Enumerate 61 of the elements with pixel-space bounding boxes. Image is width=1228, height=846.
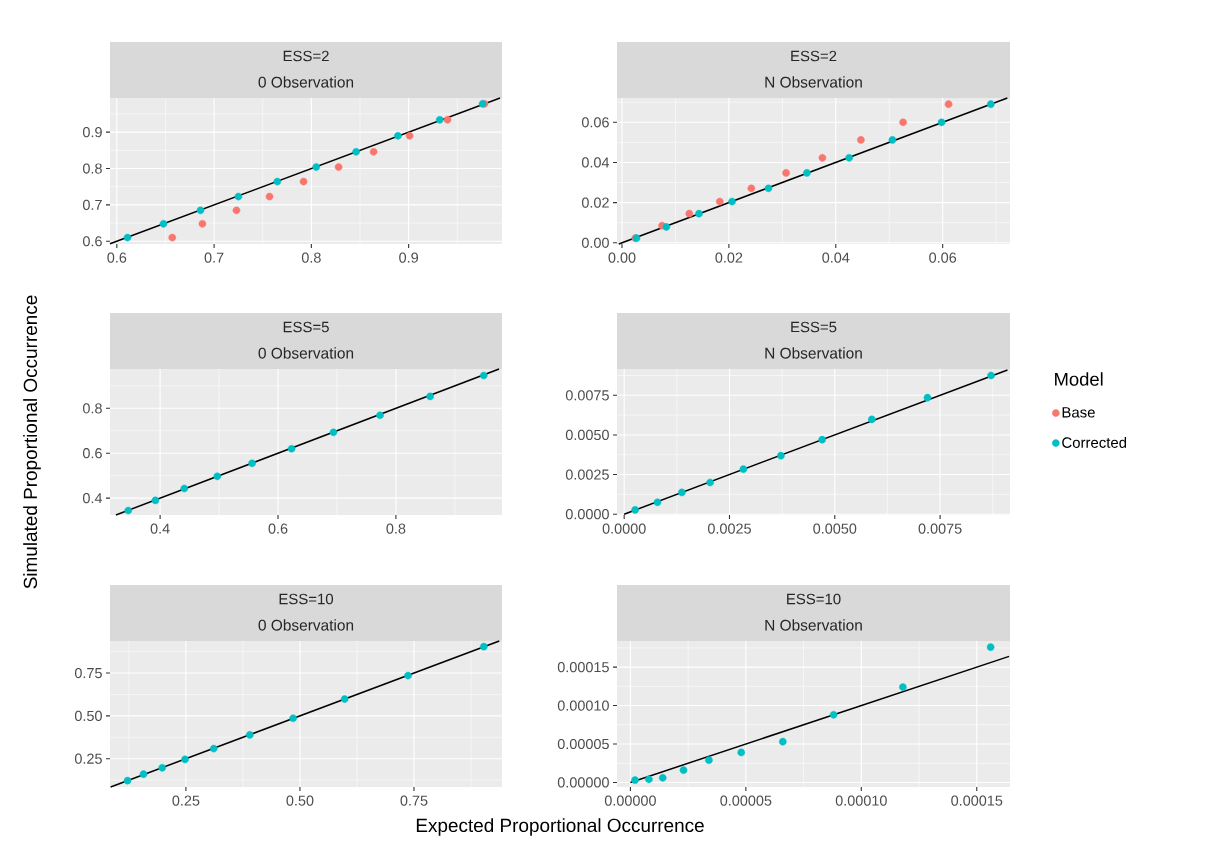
x-tick-label: 0.4 — [150, 523, 170, 534]
x-tick-label: 0.0000 — [602, 523, 646, 534]
chart-subtitle: 0 Observation — [258, 347, 354, 359]
x-tick-label: 0.00015 — [951, 795, 1003, 806]
y-tick-label: 0.00 — [581, 237, 609, 248]
y-tick-label: 0.4 — [82, 493, 103, 504]
y-tick-label: 0.50 — [74, 710, 102, 721]
x-tick-label: 0.00000 — [604, 795, 656, 806]
x-tick-label: 0.02 — [715, 252, 743, 263]
x-tick-label: 0.06 — [929, 252, 957, 263]
x-axis-title: Expected Proportional Occurrence — [416, 818, 704, 836]
y-tick-label: 0.6 — [82, 236, 102, 247]
x-tick-label: 0.6 — [107, 252, 127, 263]
chart-subtitle: N Observation — [765, 76, 862, 88]
y-tick-label: 0.0050 — [565, 429, 609, 441]
x-tick-label: 0.0025 — [707, 523, 751, 534]
y-tick-label: 0.7 — [82, 199, 102, 210]
chart-title: ESS=5 — [791, 321, 837, 333]
y-tick-label: 0.8 — [82, 403, 102, 414]
y-tick-label: 0.6 — [82, 448, 102, 459]
y-tick-label: 0.9 — [82, 127, 102, 138]
y-tick-label: 0.04 — [581, 157, 610, 168]
legend-label: Base — [1062, 407, 1095, 418]
x-tick-label: 0.0050 — [813, 523, 857, 534]
chart-subtitle: N Observation — [765, 347, 862, 359]
x-tick-label: 0.6 — [268, 523, 288, 534]
legend-title: Model — [1055, 372, 1103, 386]
y-tick-label: 0.00010 — [557, 700, 609, 711]
y-axis-title: Simulated Proportional Occurrence — [23, 295, 41, 589]
chart-subtitle: 0 Observation — [258, 619, 354, 631]
chart-title: ESS=2 — [791, 50, 837, 62]
chart-subtitle: N Observation — [765, 619, 862, 631]
y-tick-label: 0.0025 — [565, 469, 609, 480]
y-tick-label: 0.00000 — [557, 777, 609, 788]
y-tick-label: 0.00005 — [557, 738, 609, 750]
x-tick-label: 0.75 — [400, 795, 428, 806]
chart-title: ESS=2 — [283, 50, 329, 62]
chart-title: ESS=10 — [787, 593, 841, 605]
legend-label: Corrected — [1062, 436, 1127, 448]
chart-title: ESS=5 — [283, 321, 329, 333]
chart-title: ESS=10 — [279, 593, 334, 605]
y-tick-label: 0.8 — [82, 163, 102, 174]
x-tick-label: 0.50 — [286, 795, 314, 806]
y-tick-label: 0.75 — [74, 667, 102, 679]
chart-subtitle: 0 Observation — [258, 76, 354, 88]
y-tick-label: 0.06 — [581, 117, 609, 128]
y-tick-label: 0.0000 — [565, 509, 609, 520]
y-tick-label: 0.02 — [581, 197, 609, 208]
x-tick-label: 0.9 — [399, 252, 418, 263]
x-tick-label: 0.25 — [172, 795, 200, 806]
x-tick-label: 0.0075 — [918, 523, 962, 534]
x-tick-label: 0.04 — [822, 252, 850, 263]
y-tick-label: 0.0075 — [565, 390, 609, 401]
x-tick-label: 0.00 — [608, 252, 636, 263]
x-tick-label: 0.00010 — [835, 795, 887, 806]
x-tick-label: 0.7 — [204, 252, 224, 263]
y-tick-label: 0.00015 — [557, 662, 609, 673]
x-tick-label: 0.8 — [386, 523, 406, 534]
x-tick-label: 0.8 — [301, 252, 321, 263]
x-tick-label: 0.00005 — [720, 795, 772, 806]
y-tick-label: 0.25 — [74, 753, 102, 764]
